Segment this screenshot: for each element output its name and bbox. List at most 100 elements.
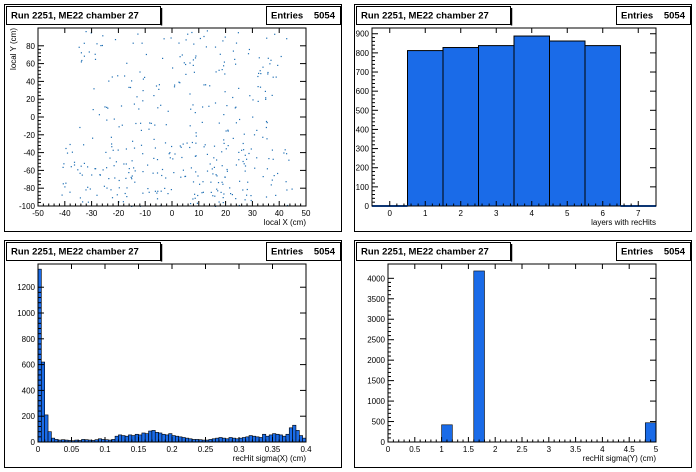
scatter-point xyxy=(215,174,217,176)
scatter-point xyxy=(218,122,220,124)
scatter-point xyxy=(98,114,100,116)
scatter-point xyxy=(102,169,104,171)
scatter-point xyxy=(201,121,203,123)
stats-label: Entries xyxy=(621,11,653,22)
scatter-point xyxy=(94,53,96,55)
histogram-bars xyxy=(372,35,656,207)
scatter-point xyxy=(283,152,285,154)
scatter-point xyxy=(223,114,225,116)
scatter-point xyxy=(154,147,156,149)
scatter-point xyxy=(125,148,127,150)
histogram-bar xyxy=(44,414,49,443)
scatter-point xyxy=(265,120,268,123)
scatter-point xyxy=(227,145,229,147)
x-axis-label: recHit sigma(Y) (cm) xyxy=(583,454,657,463)
scatter-point xyxy=(99,174,101,176)
histogram-bar xyxy=(47,431,52,443)
scatter-point xyxy=(195,142,197,144)
plot-frame xyxy=(371,27,657,207)
scatter-point xyxy=(186,142,188,144)
scatter-point xyxy=(208,105,210,107)
scatter-point xyxy=(206,170,209,172)
stats-value: 5054 xyxy=(314,11,336,22)
scatter-point xyxy=(223,193,225,195)
scatter-point xyxy=(132,42,134,44)
scatter-point xyxy=(189,146,191,149)
scatter-point xyxy=(286,153,288,155)
scatter-point xyxy=(142,100,144,102)
scatter-point xyxy=(124,75,126,77)
scatter-point xyxy=(222,40,224,42)
scatter-point xyxy=(229,187,231,189)
pad-hist-sigma-x: 0 0.05 0.1 0.15 0.2 0.25 0.3 0.35 0.4 0 200 400 600 8… xyxy=(4,240,342,468)
scatter-point xyxy=(85,189,87,191)
y-tick-label: 1500 xyxy=(367,377,385,386)
scatter-point xyxy=(144,76,146,78)
x-tick-label: 0.4 xyxy=(300,445,312,454)
scatter-point xyxy=(104,106,106,108)
scatter-point xyxy=(116,194,118,196)
scatter-point xyxy=(187,33,189,35)
histogram-bar xyxy=(128,434,133,443)
scatter-point xyxy=(219,53,221,55)
x-tick-label: -20 xyxy=(113,209,125,218)
scatter-point xyxy=(213,157,215,159)
scatter-point xyxy=(162,57,164,59)
scatter-point xyxy=(126,187,128,189)
scatter-point xyxy=(99,174,101,176)
scatter-point xyxy=(266,168,268,170)
scatter-point xyxy=(271,179,273,181)
y-tick-label: 0 xyxy=(31,113,36,122)
scatter-point xyxy=(126,196,128,198)
scatter-point xyxy=(128,86,130,88)
scatter-point xyxy=(234,107,236,109)
scatter-point xyxy=(87,166,89,168)
x-tick-label: 6 xyxy=(601,209,606,218)
scatter-point xyxy=(156,159,159,161)
x-tick-label: 5 xyxy=(565,209,570,218)
y-tick-label: 1000 xyxy=(367,397,385,406)
y-tick-label: 0 xyxy=(365,202,370,211)
scatter-point xyxy=(156,198,159,200)
scatter-point xyxy=(238,87,240,89)
scatter-point xyxy=(197,175,199,177)
histogram-bar xyxy=(278,434,283,443)
scatter-point xyxy=(108,178,110,180)
scatter-point xyxy=(87,186,89,188)
scatter-point xyxy=(94,58,97,60)
scatter-point xyxy=(256,129,258,131)
stats-label: Entries xyxy=(621,247,653,258)
scatter-point xyxy=(256,157,258,159)
y-tick-label: 4000 xyxy=(367,274,385,283)
scatter-point xyxy=(285,181,287,183)
scatter-point xyxy=(147,164,149,166)
scatter-point xyxy=(216,159,218,161)
scatter-point xyxy=(156,172,159,174)
scatter-point xyxy=(195,135,197,137)
scatter-point xyxy=(192,104,194,106)
y-tick-label: 2500 xyxy=(367,336,385,345)
scatter-point xyxy=(249,95,251,97)
scatter-point xyxy=(179,145,181,147)
histogram-bar xyxy=(124,435,129,443)
scatter-point xyxy=(118,179,120,182)
scatter-point xyxy=(129,86,132,89)
scatter-point xyxy=(130,176,132,178)
scatter-point xyxy=(291,188,293,190)
histogram-bar xyxy=(178,436,183,443)
stats-box xyxy=(616,242,691,261)
scatter-point xyxy=(252,116,254,118)
histogram-bar xyxy=(549,40,586,207)
stats-box xyxy=(266,242,341,261)
scatter-point xyxy=(235,42,238,44)
scatter-point xyxy=(172,158,174,160)
scatter-point xyxy=(131,175,133,177)
scatter-point xyxy=(173,172,175,174)
x-tick-label: 0.3 xyxy=(233,445,245,454)
chart-title: Run 2251, ME22 chamber 27 xyxy=(361,11,489,22)
x-axis-label: local X (cm) xyxy=(264,218,307,227)
y-tick-label: 200 xyxy=(356,164,370,173)
scatter-point xyxy=(194,112,196,114)
scatter-point xyxy=(79,197,81,199)
scatter-point xyxy=(244,170,246,172)
